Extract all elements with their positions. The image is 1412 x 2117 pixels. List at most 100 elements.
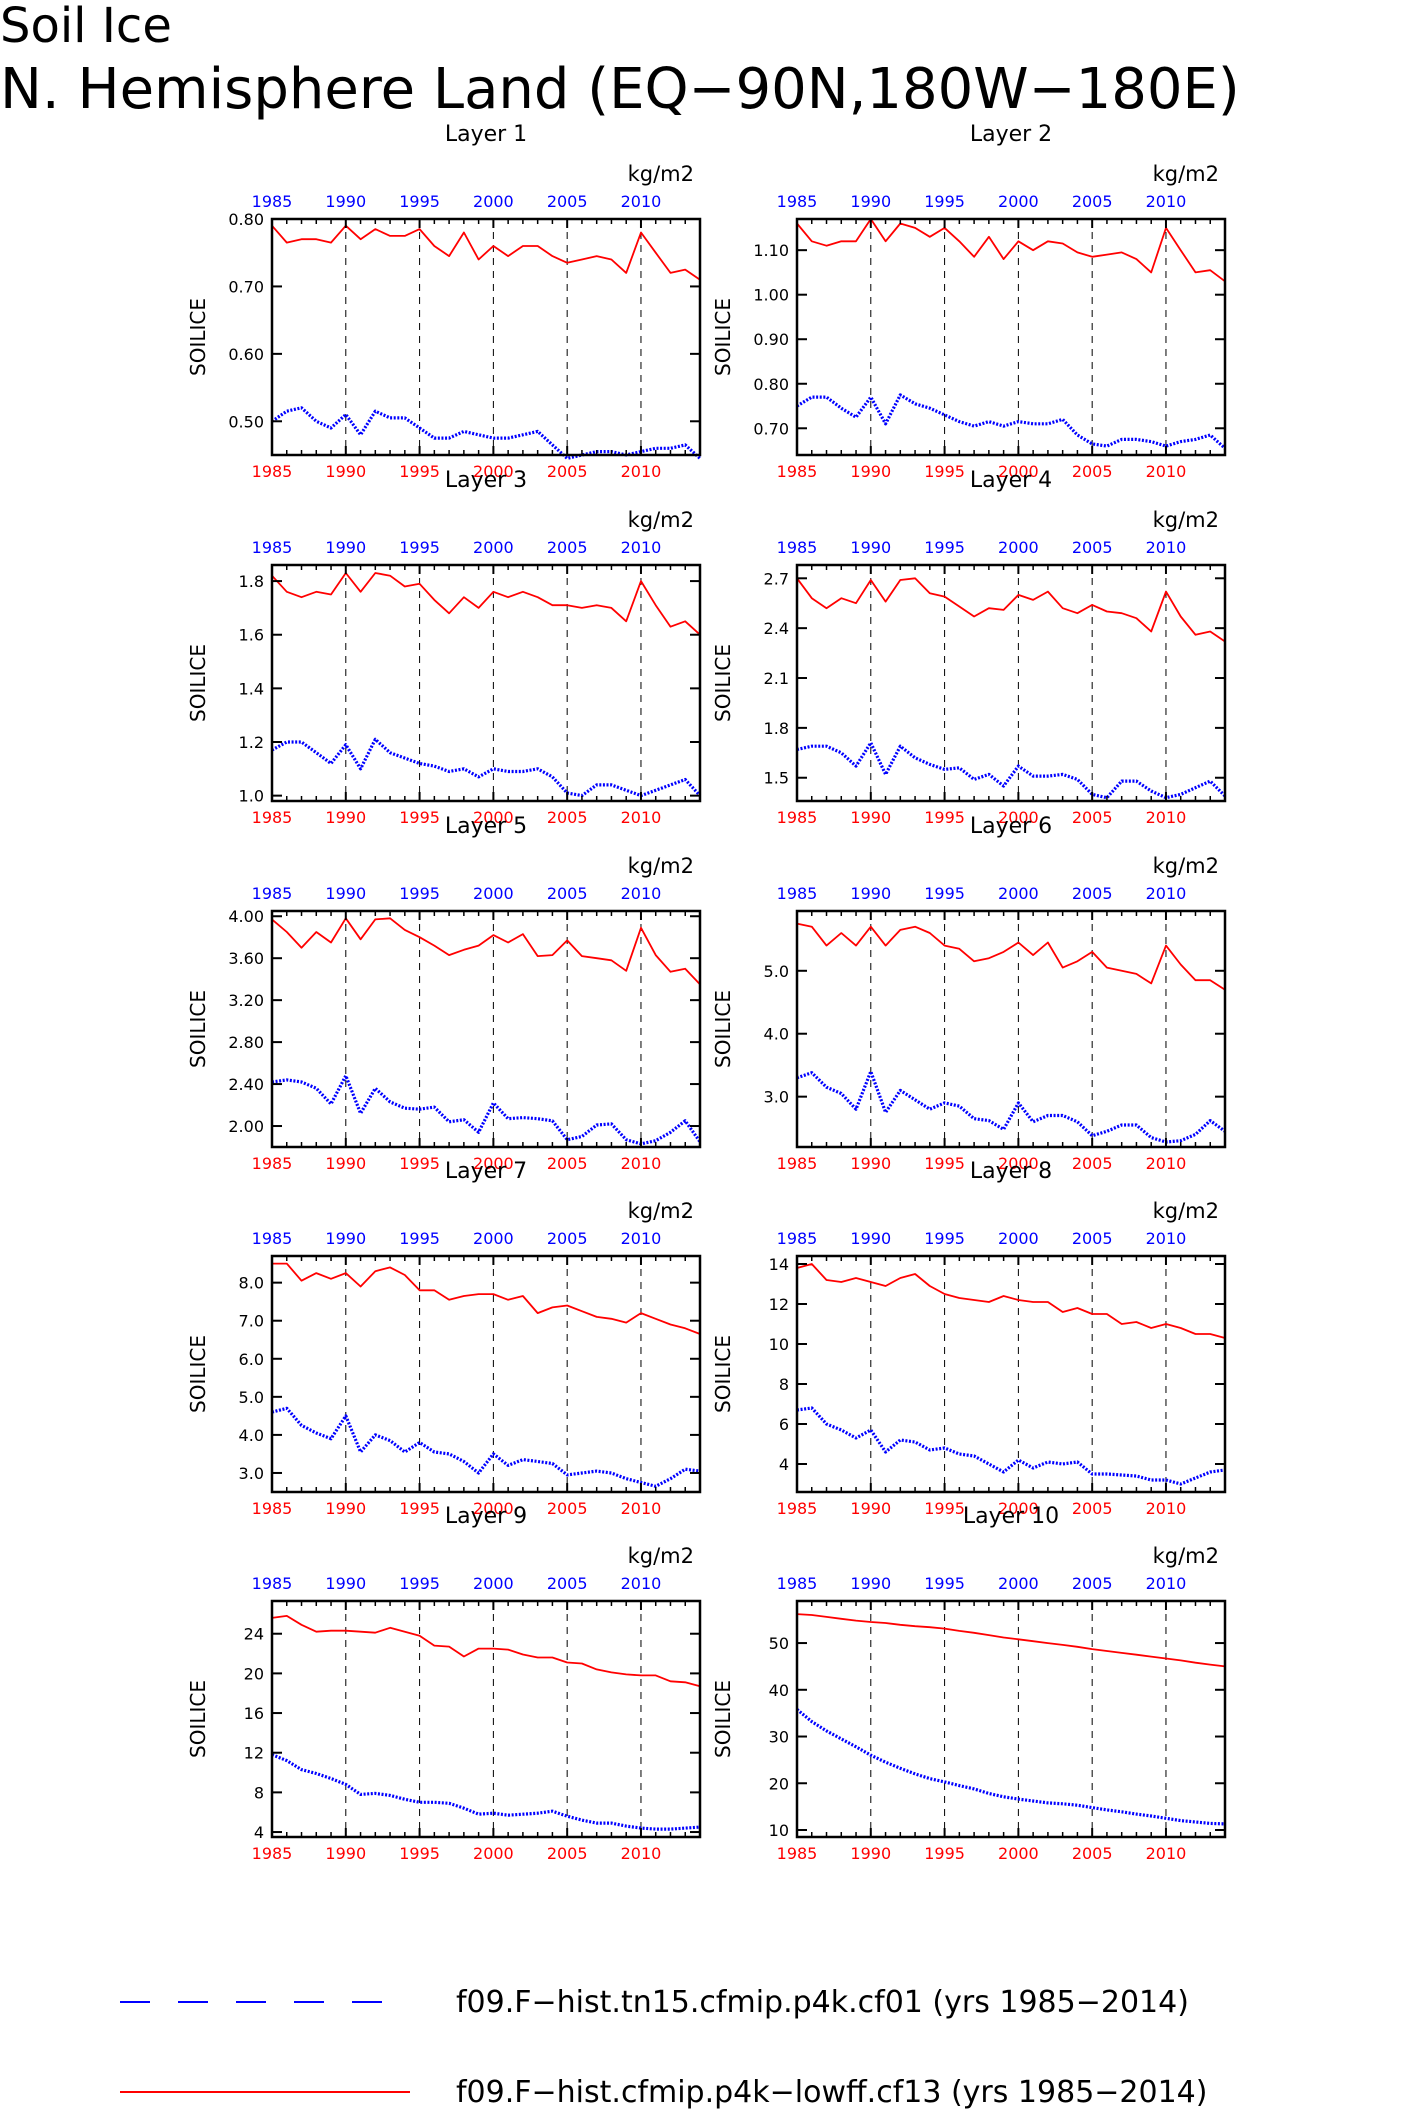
- x-tick-label-bottom: 1995: [924, 1154, 965, 1173]
- figure-title-line2: N. Hemisphere Land (EQ−90N,180W−180E): [0, 57, 1240, 122]
- series-line-blue: [796, 393, 1227, 450]
- panel-title: Layer 8: [970, 1159, 1052, 1184]
- units-label: kg/m2: [1153, 162, 1219, 186]
- y-tick-label: 4: [254, 1823, 264, 1842]
- x-tick-label-bottom: 2005: [547, 1844, 588, 1863]
- x-tick-label-bottom: 2000: [998, 1844, 1039, 1863]
- x-tick-label-top: 2010: [621, 884, 662, 903]
- units-label: kg/m2: [1153, 854, 1219, 878]
- x-tick-label-top: 1995: [399, 884, 440, 903]
- panel-title: Layer 6: [970, 814, 1052, 839]
- series-line-blue: [795, 1708, 1226, 1826]
- chart-panel-1: Layer 1 kg/m2 SOILICE 1985 1985 1990 1990 1995 1…: [186, 122, 702, 481]
- panel-title: Layer 2: [970, 122, 1052, 147]
- figure-title-line1: Soil Ice: [0, 0, 172, 54]
- x-tick-label-top: 2010: [1146, 192, 1187, 211]
- x-tick-label-top: 2005: [1072, 538, 1113, 557]
- x-tick-label-top: 2005: [1072, 1574, 1113, 1593]
- x-tick-label-bottom: 2010: [1146, 1499, 1187, 1518]
- y-tick-label: 2.00: [228, 1117, 264, 1136]
- x-tick-label-top: 1995: [399, 1574, 440, 1593]
- x-tick-label-top: 1995: [399, 192, 440, 211]
- x-tick-label-top: 1995: [924, 1574, 965, 1593]
- x-tick-label-bottom: 2000: [998, 1499, 1039, 1518]
- x-tick-label-bottom: 2005: [1072, 462, 1113, 481]
- y-tick-label: 5.0: [764, 962, 789, 981]
- x-tick-label-top: 1990: [850, 192, 891, 211]
- x-tick-label-top: 1985: [252, 1574, 293, 1593]
- plot-frame: [270, 563, 702, 803]
- x-tick-label-top: 2010: [621, 1574, 662, 1593]
- y-tick-label: 4.0: [764, 1025, 789, 1044]
- x-tick-label-top: 1990: [850, 1229, 891, 1248]
- y-tick-label: 1.8: [239, 572, 264, 591]
- series-line-red: [796, 1613, 1226, 1668]
- x-tick-label-bottom: 1990: [850, 462, 891, 481]
- y-tick-label: 2.7: [764, 569, 789, 588]
- series-line-blue: [271, 1406, 701, 1488]
- units-label: kg/m2: [628, 508, 694, 532]
- y-tick-label: 0.80: [753, 375, 789, 394]
- y-tick-label: 6.0: [239, 1350, 264, 1369]
- y-tick-label: 1.10: [753, 241, 789, 260]
- x-tick-label-top: 2005: [547, 884, 588, 903]
- series-line-blue: [271, 1074, 702, 1146]
- y-axis-label: SOILICE: [186, 990, 210, 1068]
- x-tick-label-bottom: 2000: [473, 808, 514, 827]
- x-tick-label-bottom: 1995: [399, 1154, 440, 1173]
- chart-panel-4: Layer 4 kg/m2 SOILICE 1985 1985 1990 1990 1995 1…: [711, 468, 1227, 827]
- plot-frame: [795, 1254, 1227, 1494]
- series-line-blue: [796, 1406, 1226, 1486]
- units-label: kg/m2: [1153, 1199, 1219, 1223]
- y-tick-label: 1.4: [239, 679, 264, 698]
- x-tick-label-top: 2010: [621, 192, 662, 211]
- x-tick-label-bottom: 2005: [1072, 1154, 1113, 1173]
- x-tick-label-bottom: 1985: [777, 462, 818, 481]
- y-tick-label: 7.0: [239, 1312, 264, 1331]
- y-tick-label: 0.50: [228, 412, 264, 431]
- units-label: kg/m2: [628, 854, 694, 878]
- x-tick-label-top: 1990: [325, 1574, 366, 1593]
- plot-frame: [795, 1599, 1227, 1839]
- chart-panel-2: Layer 2 kg/m2 SOILICE 1985 1985 1990 1990 1995 1…: [711, 122, 1227, 481]
- x-tick-label-bottom: 2005: [547, 1499, 588, 1518]
- x-tick-label-bottom: 1995: [399, 462, 440, 481]
- x-tick-label-top: 2000: [473, 538, 514, 557]
- x-tick-label-top: 1985: [252, 192, 293, 211]
- x-tick-label-bottom: 1995: [399, 1499, 440, 1518]
- x-tick-label-top: 2000: [998, 884, 1039, 903]
- x-tick-label-bottom: 1985: [252, 1499, 293, 1518]
- x-tick-label-bottom: 2000: [998, 462, 1039, 481]
- x-tick-label-top: 2000: [473, 192, 514, 211]
- x-tick-label-bottom: 2005: [1072, 1499, 1113, 1518]
- series-line-red: [271, 224, 701, 281]
- panel-title: Layer 1: [445, 122, 527, 147]
- x-tick-label-top: 2000: [473, 1229, 514, 1248]
- y-axis-label: SOILICE: [711, 1335, 735, 1413]
- x-tick-label-top: 1990: [850, 538, 891, 557]
- series-line-red: [796, 922, 1226, 991]
- x-tick-label-bottom: 1985: [252, 808, 293, 827]
- y-tick-label: 5.0: [239, 1388, 264, 1407]
- plot-frame: [795, 909, 1227, 1149]
- x-tick-label-top: 2005: [1072, 1229, 1113, 1248]
- x-tick-label-top: 1985: [252, 538, 293, 557]
- x-tick-label-bottom: 1985: [252, 1154, 293, 1173]
- plot-frame: [270, 909, 702, 1149]
- series-line-red: [796, 1263, 1226, 1339]
- x-tick-label-bottom: 2005: [547, 1154, 588, 1173]
- x-tick-label-bottom: 2005: [1072, 1844, 1113, 1863]
- panel-title: Layer 9: [445, 1504, 527, 1529]
- x-tick-label-bottom: 2000: [998, 1154, 1039, 1173]
- x-tick-label-top: 1995: [924, 192, 965, 211]
- x-tick-label-bottom: 1995: [924, 462, 965, 481]
- x-tick-label-bottom: 1995: [399, 1844, 440, 1863]
- y-tick-label: 2.40: [228, 1075, 264, 1094]
- x-tick-label-bottom: 1990: [850, 1499, 891, 1518]
- series-line-red: [796, 577, 1226, 643]
- x-tick-label-top: 1985: [252, 884, 293, 903]
- series-line-red: [272, 1262, 701, 1335]
- x-tick-label-top: 2005: [547, 1574, 588, 1593]
- x-tick-label-top: 2010: [1146, 1229, 1187, 1248]
- x-tick-label-top: 2000: [473, 884, 514, 903]
